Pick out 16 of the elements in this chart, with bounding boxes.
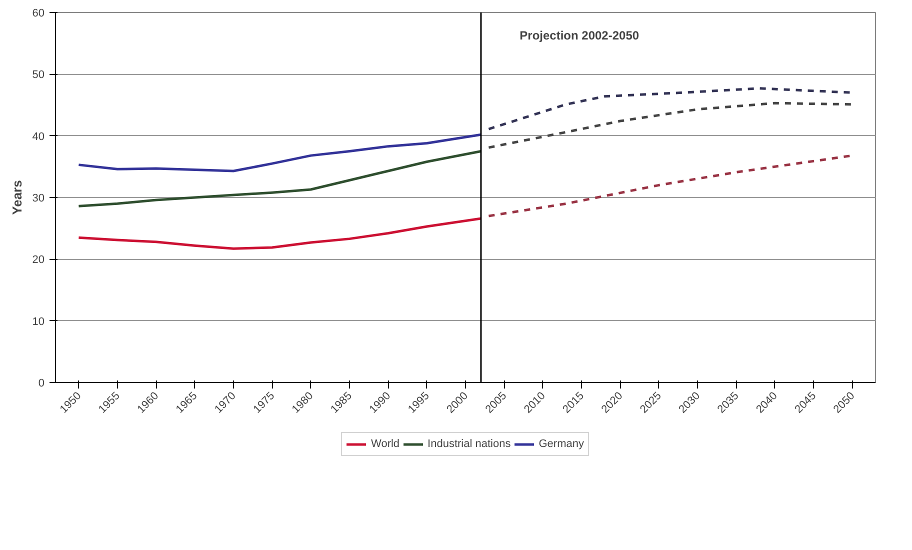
line-series [77,217,482,250]
y-tick-label: 20 [32,254,45,266]
y-tick-label: 50 [32,69,45,82]
y-axis-title: Years [9,180,24,215]
y-tick-label: 10 [32,316,45,328]
legend-label: World [371,437,400,451]
y-tick-label: 60 [32,8,45,20]
annotation: Projection 2002-2050 [520,28,640,42]
legend-label: Germany [538,437,584,451]
line-series [77,133,482,172]
y-tick-label: 30 [32,192,45,204]
line-series [77,150,482,208]
line-series [487,102,854,149]
y-tick-label: 40 [32,130,45,143]
legend-label: Industrial nations [428,437,511,451]
y-tick-label: 0 [38,378,45,390]
